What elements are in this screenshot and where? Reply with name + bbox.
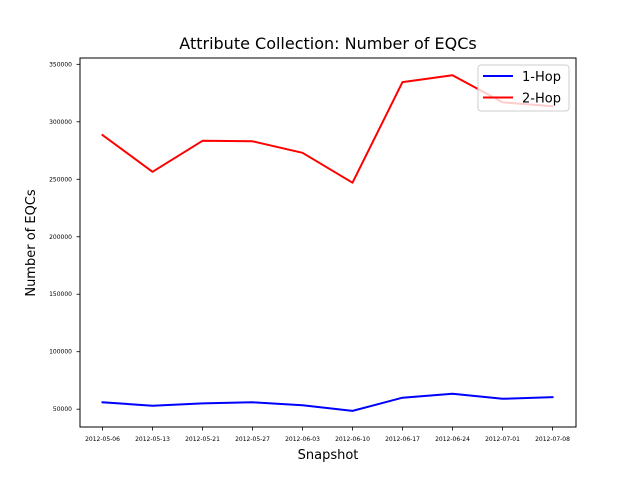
- x-tick-label: 2012-05-27: [235, 436, 270, 443]
- y-tick-label: 150000: [49, 291, 72, 298]
- y-tick-label: 250000: [49, 176, 72, 183]
- y-tick-label: 350000: [49, 61, 72, 68]
- legend-label-2-hop: 2-Hop: [522, 92, 561, 107]
- x-tick-label: 2012-06-03: [285, 436, 320, 443]
- y-axis-label: Number of EQCs: [24, 189, 39, 297]
- x-tick-label: 2012-05-06: [85, 436, 120, 443]
- x-tick-label: 2012-07-01: [485, 436, 520, 443]
- legend: 1-Hop 2-Hop: [477, 64, 570, 112]
- x-axis-label: Snapshot: [298, 448, 359, 463]
- x-tick-label: 2012-05-13: [135, 436, 170, 443]
- y-tick-label: 50000: [53, 406, 72, 413]
- axes-frame: [79, 57, 577, 428]
- chart-title: Attribute Collection: Number of EQCs: [179, 34, 476, 53]
- x-tick-label: 2012-07-08: [535, 436, 570, 443]
- series-line-1-hop: [101, 392, 554, 412]
- y-axis-ticks: 50000 100000 150000 200000 250000 300000 35000…: [49, 61, 80, 413]
- legend-label-1-hop: 1-Hop: [522, 70, 561, 85]
- x-axis-ticks: 2012-05-06 2012-05-13 2012-05-21 2012-05-27…: [85, 427, 570, 443]
- x-tick-label: 2012-06-17: [385, 436, 420, 443]
- plot-area: 2012-05-06 2012-05-13 2012-05-21 2012-05-27…: [49, 57, 577, 443]
- y-tick-label: 300000: [49, 119, 72, 126]
- y-tick-label: 200000: [49, 234, 72, 241]
- y-tick-label: 100000: [49, 349, 72, 356]
- x-tick-label: 2012-05-21: [185, 436, 220, 443]
- x-tick-label: 2012-06-24: [435, 436, 470, 443]
- x-tick-label: 2012-06-10: [335, 436, 370, 443]
